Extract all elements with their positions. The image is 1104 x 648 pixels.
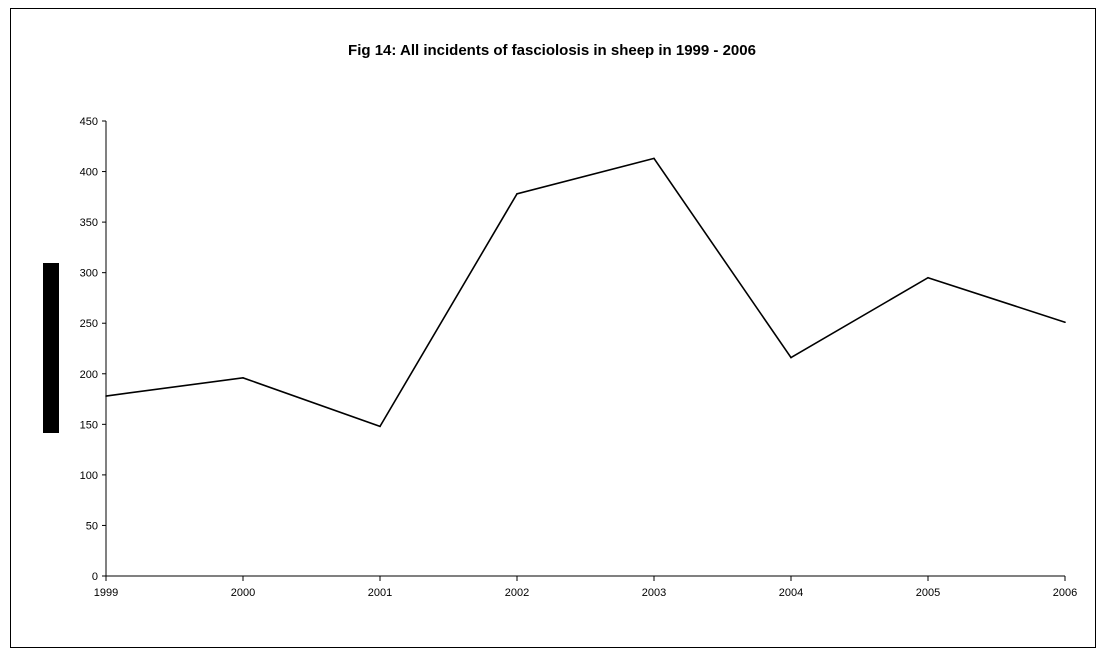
y-tick-label: 150 bbox=[80, 419, 98, 431]
data-point bbox=[242, 377, 244, 379]
x-tick-label: 2001 bbox=[368, 587, 392, 599]
y-tick-label: 250 bbox=[80, 318, 98, 330]
x-tick-label: 2004 bbox=[779, 587, 803, 599]
data-point bbox=[105, 395, 107, 397]
data-point bbox=[516, 193, 518, 195]
x-tick-label: 2002 bbox=[505, 587, 529, 599]
chart-frame bbox=[10, 8, 1096, 648]
y-tick-label: 200 bbox=[80, 369, 98, 381]
data-point bbox=[379, 425, 381, 428]
data-point bbox=[1064, 321, 1066, 324]
data-point bbox=[653, 157, 655, 160]
x-tick-label: 2005 bbox=[916, 587, 940, 599]
y-tick-label: 300 bbox=[80, 268, 98, 280]
y-tick-label: 50 bbox=[86, 520, 98, 532]
y-tick-label: 100 bbox=[80, 470, 98, 482]
x-tick-label: 2000 bbox=[231, 587, 255, 599]
x-tick-label: 2003 bbox=[642, 587, 666, 599]
x-tick-label: 2006 bbox=[1053, 587, 1077, 599]
data-point bbox=[927, 276, 929, 279]
y-axis-label-bar bbox=[43, 263, 59, 433]
data-point bbox=[790, 356, 792, 359]
chart-title: Fig 14: All incidents of fasciolosis in … bbox=[348, 42, 756, 59]
y-tick-label: 400 bbox=[80, 167, 98, 179]
y-tick-label: 0 bbox=[92, 571, 98, 583]
y-tick-label: 350 bbox=[80, 217, 98, 229]
x-tick-label: 1999 bbox=[94, 587, 118, 599]
y-tick-label: 450 bbox=[80, 116, 98, 128]
series-line bbox=[105, 157, 1066, 428]
